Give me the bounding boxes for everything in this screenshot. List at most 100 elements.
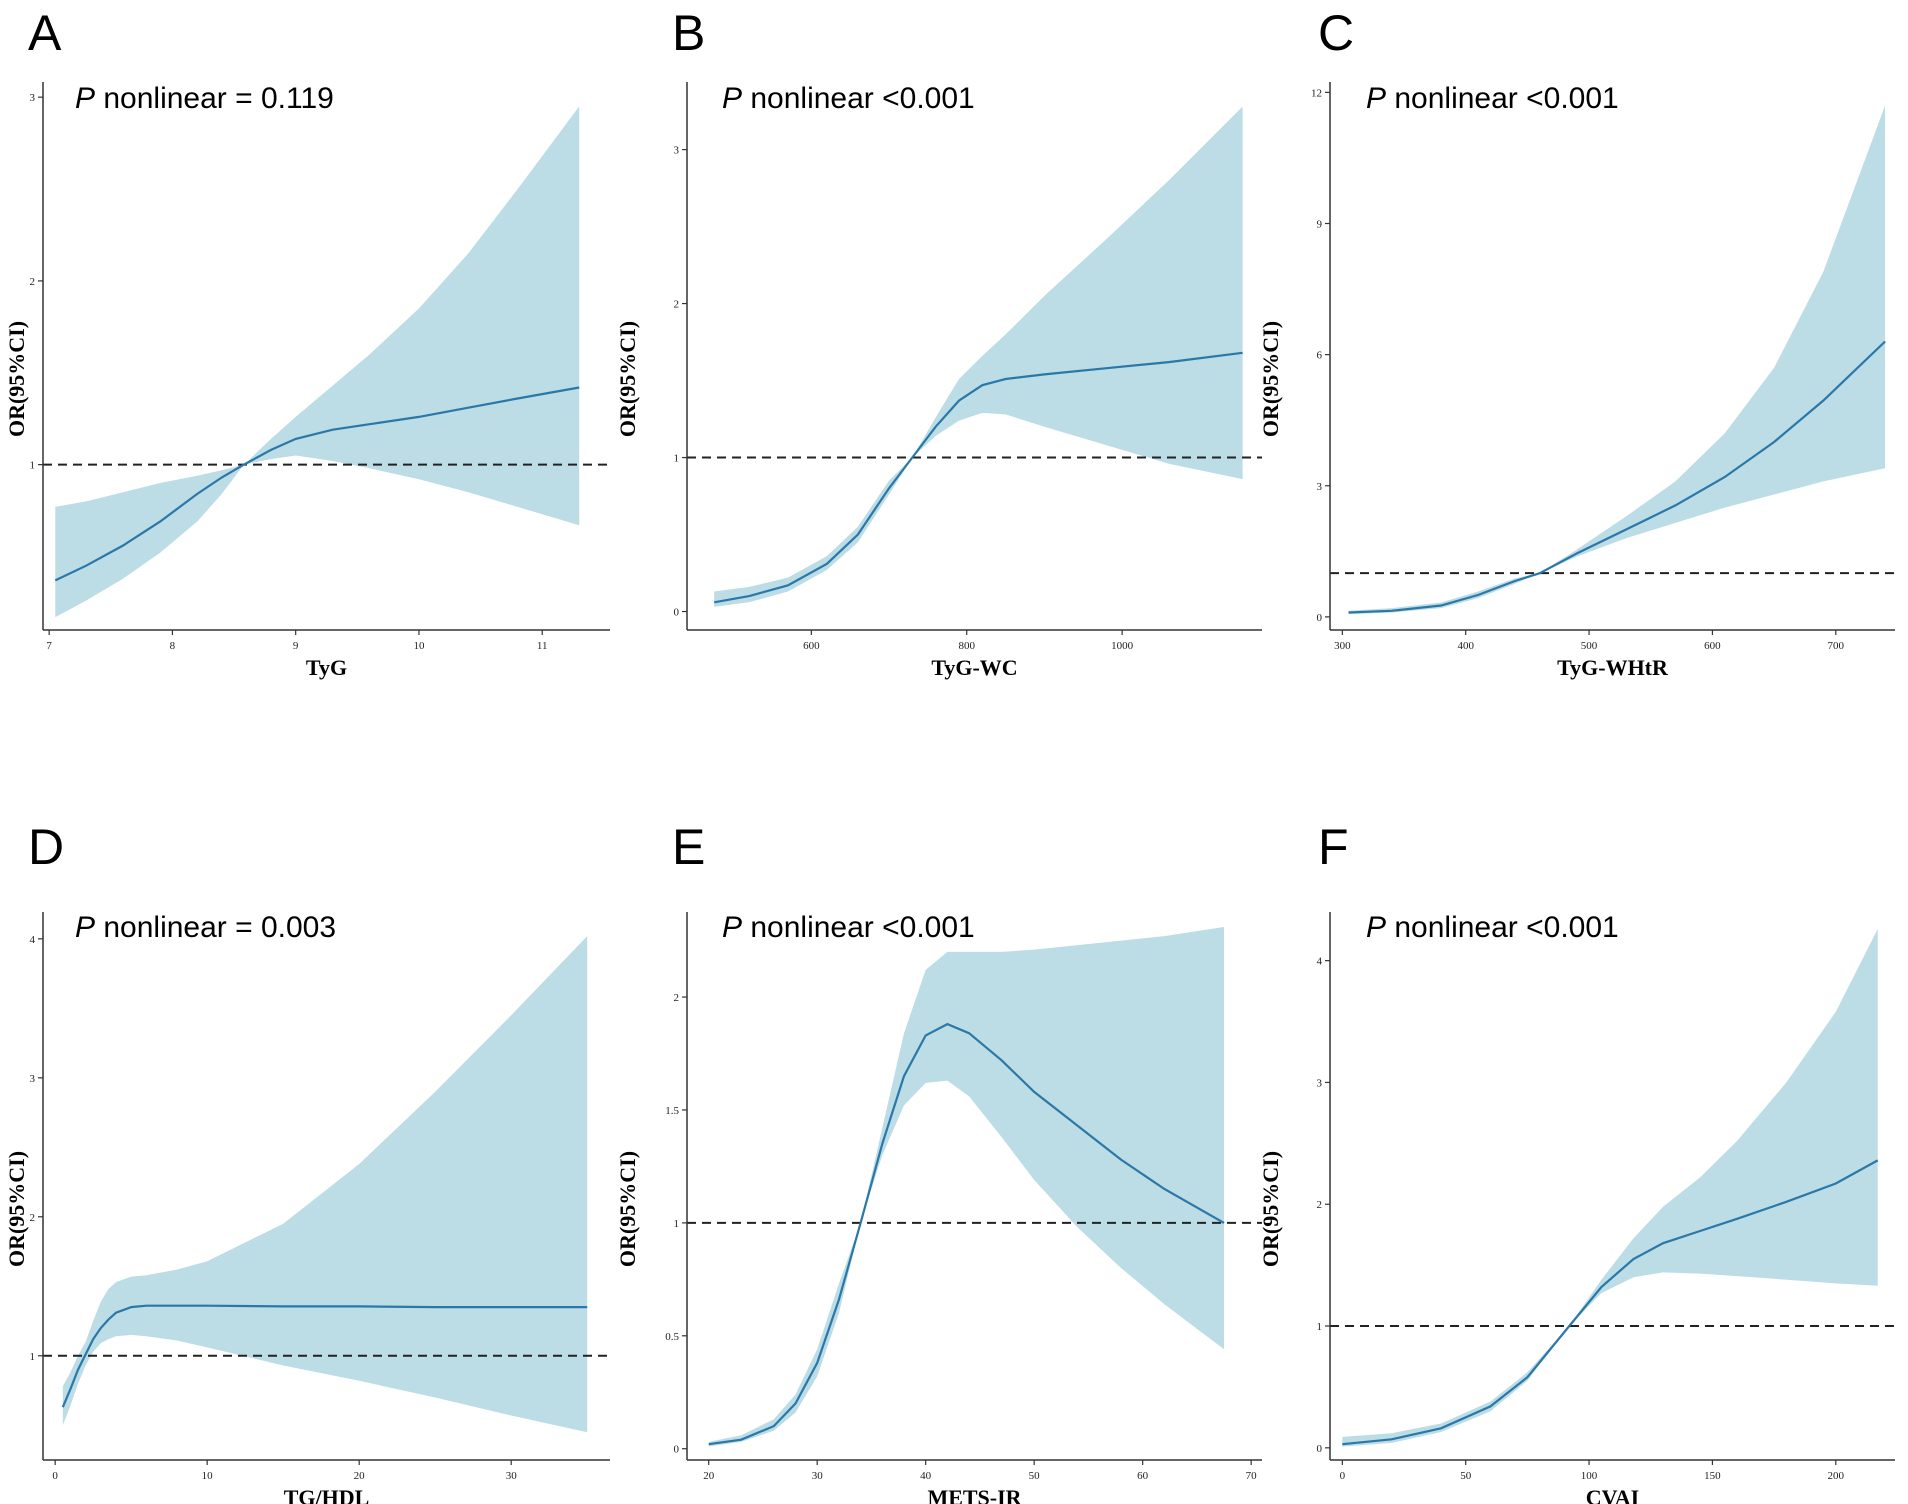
ci-band-e bbox=[708, 927, 1224, 1447]
x-tick-label-f: 100 bbox=[1581, 1470, 1598, 1482]
panel-letter-f: F bbox=[1318, 819, 1349, 875]
y-tick-label-f: 4 bbox=[1317, 956, 1323, 968]
x-tick-label-f: 50 bbox=[1460, 1470, 1472, 1482]
panel-letter-a: A bbox=[28, 5, 62, 61]
y-tick-label-c: 0 bbox=[1317, 612, 1323, 624]
panel-letter-e: E bbox=[672, 819, 705, 875]
panel-letter-d: D bbox=[28, 819, 64, 875]
x-axis-title-f: CVAI bbox=[1586, 1485, 1639, 1504]
x-tick-label-d: 20 bbox=[354, 1470, 366, 1482]
y-tick-label-c: 9 bbox=[1317, 219, 1323, 231]
y-tick-label-f: 2 bbox=[1317, 1199, 1323, 1211]
x-tick-label-a: 7 bbox=[46, 640, 52, 652]
p-nonlinear-c: P nonlinear <0.001 bbox=[1366, 82, 1619, 115]
x-tick-label-b: 1000 bbox=[1111, 640, 1134, 652]
y-tick-label-e: 1.5 bbox=[665, 1105, 679, 1117]
x-tick-label-c: 600 bbox=[1704, 640, 1721, 652]
ci-band-f bbox=[1342, 929, 1878, 1447]
y-tick-label-e: 0.5 bbox=[665, 1331, 679, 1343]
p-italic-b: P bbox=[722, 82, 742, 115]
p-italic-f: P bbox=[1366, 911, 1386, 944]
ci-band-c bbox=[1348, 105, 1886, 615]
y-tick-label-e: 2 bbox=[674, 992, 680, 1004]
y-axis-title-b: OR(95%CI) bbox=[615, 321, 640, 437]
x-tick-label-c: 700 bbox=[1828, 640, 1845, 652]
x-tick-label-a: 9 bbox=[293, 640, 299, 652]
p-italic-d: P bbox=[75, 911, 95, 944]
p-italic-c: P bbox=[1366, 82, 1386, 115]
x-tick-label-d: 30 bbox=[506, 1470, 518, 1482]
x-tick-label-f: 0 bbox=[1340, 1470, 1346, 1482]
x-tick-label-d: 10 bbox=[202, 1470, 214, 1482]
panel-letter-b: B bbox=[672, 5, 705, 61]
y-tick-label-f: 3 bbox=[1317, 1077, 1323, 1089]
p-value-f: nonlinear <0.001 bbox=[1386, 911, 1619, 944]
x-axis-title-d: TG/HDL bbox=[284, 1485, 370, 1504]
p-nonlinear-b: P nonlinear <0.001 bbox=[722, 82, 975, 115]
y-tick-label-a: 3 bbox=[30, 92, 36, 104]
x-tick-label-f: 150 bbox=[1704, 1470, 1721, 1482]
x-tick-label-e: 30 bbox=[812, 1470, 824, 1482]
x-tick-label-e: 60 bbox=[1137, 1470, 1149, 1482]
y-tick-label-f: 0 bbox=[1317, 1443, 1323, 1455]
y-axis-title-a: OR(95%CI) bbox=[4, 321, 29, 437]
or-line-e bbox=[708, 1022, 1225, 1446]
y-tick-label-a: 1 bbox=[30, 460, 36, 472]
y-tick-label-d: 1 bbox=[30, 1351, 36, 1363]
x-tick-label-c: 500 bbox=[1581, 640, 1598, 652]
y-axis-title-c: OR(95%CI) bbox=[1258, 321, 1283, 437]
x-axis-title-a: TyG bbox=[306, 655, 347, 680]
y-tick-label-e: 1 bbox=[674, 1218, 680, 1230]
p-nonlinear-d: P nonlinear = 0.003 bbox=[75, 911, 336, 944]
y-tick-label-d: 3 bbox=[30, 1073, 36, 1085]
p-value-a: nonlinear = 0.119 bbox=[95, 82, 334, 115]
x-tick-label-c: 300 bbox=[1334, 640, 1351, 652]
or-line-c bbox=[1348, 340, 1886, 614]
p-value-e: nonlinear <0.001 bbox=[742, 911, 975, 944]
y-axis-title-f: OR(95%CI) bbox=[1258, 1151, 1283, 1267]
ci-band-d bbox=[62, 936, 588, 1433]
or-line-a bbox=[54, 386, 580, 582]
p-value-d: nonlinear = 0.003 bbox=[95, 911, 336, 944]
y-tick-label-f: 1 bbox=[1317, 1321, 1323, 1333]
x-tick-label-a: 8 bbox=[170, 640, 176, 652]
or-line-d bbox=[61, 1304, 588, 1408]
x-tick-label-d: 0 bbox=[52, 1470, 58, 1482]
y-axis-title-d: OR(95%CI) bbox=[4, 1151, 29, 1267]
y-axis-title-e: OR(95%CI) bbox=[615, 1151, 640, 1267]
y-tick-label-b: 2 bbox=[674, 299, 680, 311]
y-tick-label-b: 0 bbox=[674, 607, 680, 619]
p-nonlinear-a: P nonlinear = 0.119 bbox=[75, 82, 334, 115]
x-tick-label-c: 400 bbox=[1457, 640, 1474, 652]
x-tick-label-b: 600 bbox=[803, 640, 820, 652]
x-tick-label-e: 50 bbox=[1029, 1470, 1041, 1482]
ci-band-a bbox=[55, 106, 580, 618]
p-value-c: nonlinear <0.001 bbox=[1386, 82, 1619, 115]
p-italic-a: P bbox=[75, 82, 95, 115]
y-tick-label-c: 3 bbox=[1317, 481, 1323, 493]
x-tick-label-a: 11 bbox=[537, 640, 548, 652]
y-tick-label-e: 0 bbox=[674, 1444, 680, 1456]
p-nonlinear-e: P nonlinear <0.001 bbox=[722, 911, 975, 944]
p-italic-e: P bbox=[722, 911, 742, 944]
y-tick-label-b: 3 bbox=[674, 145, 680, 157]
x-tick-label-f: 200 bbox=[1828, 1470, 1845, 1482]
x-axis-title-c: TyG-WHtR bbox=[1557, 655, 1669, 680]
panel-letter-c: C bbox=[1318, 5, 1354, 61]
x-tick-label-e: 40 bbox=[920, 1470, 932, 1482]
y-tick-label-d: 2 bbox=[30, 1212, 36, 1224]
y-tick-label-c: 6 bbox=[1317, 350, 1323, 362]
panel-f: 0 1 2 3 4 0 50 100 150 200 CVAI OR(95%CI) F P nonline… bbox=[1258, 819, 1895, 1504]
x-tick-label-a: 10 bbox=[413, 640, 425, 652]
x-axis-title-e: METS-IR bbox=[927, 1485, 1022, 1504]
y-tick-label-a: 2 bbox=[30, 276, 36, 288]
x-tick-label-b: 800 bbox=[958, 640, 975, 652]
x-tick-label-e: 20 bbox=[703, 1470, 715, 1482]
panel-e: 0 0.5 1 1.5 2 20 30 40 50 60 70 METS-IR OR(95%CI) E P … bbox=[615, 819, 1262, 1504]
y-tick-label-c: 12 bbox=[1311, 87, 1322, 99]
or-line-f bbox=[1342, 1159, 1879, 1446]
ci-band-b bbox=[714, 106, 1243, 607]
